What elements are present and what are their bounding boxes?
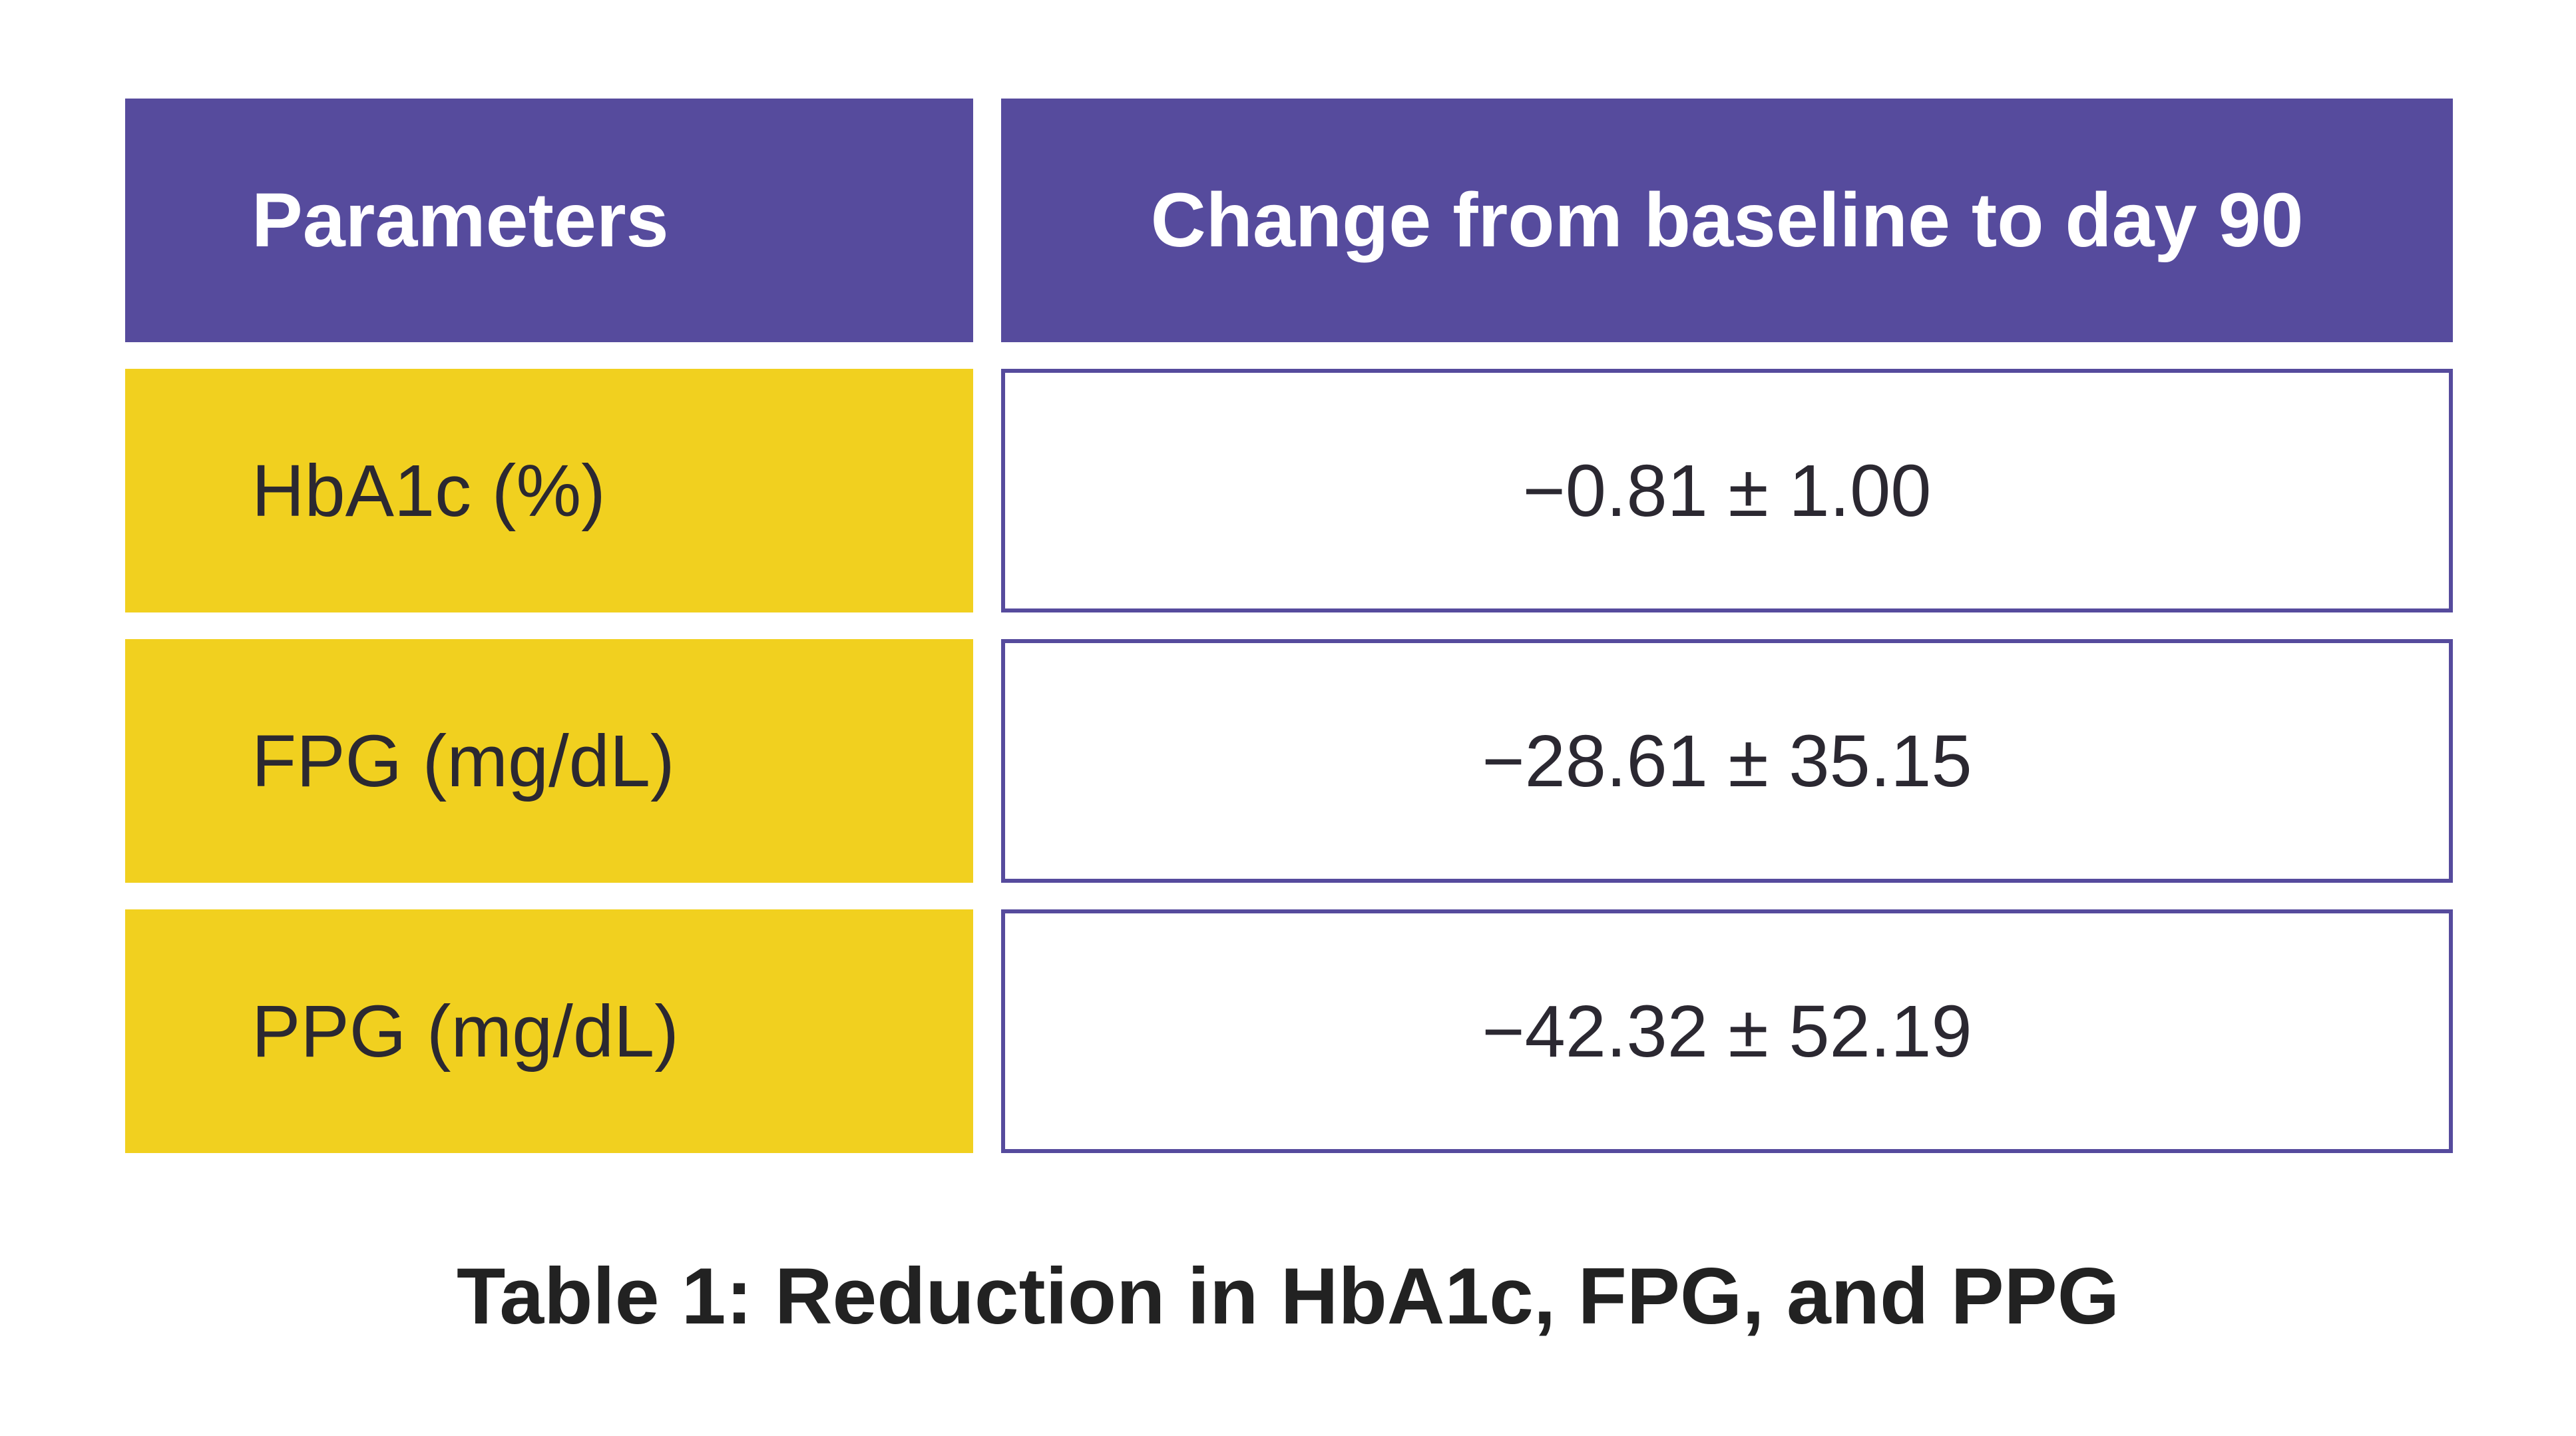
value-hba1c: −0.81 ± 1.00 xyxy=(1522,449,1932,532)
header-change-label: Change from baseline to day 90 xyxy=(1150,178,2304,263)
table-caption: Table 1: Reduction in HbA1c, FPG, and PP… xyxy=(456,1252,2120,1341)
value-ppg: −42.32 ± 52.19 xyxy=(1482,990,1972,1073)
value-cell-fpg: −28.61 ± 35.15 xyxy=(1001,639,2453,883)
value-fpg: −28.61 ± 35.15 xyxy=(1482,720,1972,802)
results-table: Parameters Change from baseline to day 9… xyxy=(125,99,2453,1153)
header-parameters-label: Parameters xyxy=(252,178,669,263)
header-cell-change: Change from baseline to day 90 xyxy=(1001,99,2453,342)
value-cell-ppg: −42.32 ± 52.19 xyxy=(1001,909,2453,1153)
param-cell-ppg: PPG (mg/dL) xyxy=(125,909,973,1153)
param-label-fpg: FPG (mg/dL) xyxy=(252,720,675,802)
param-label-ppg: PPG (mg/dL) xyxy=(252,990,679,1073)
param-cell-fpg: FPG (mg/dL) xyxy=(125,639,973,883)
header-cell-parameters: Parameters xyxy=(125,99,973,342)
param-label-hba1c: HbA1c (%) xyxy=(252,449,606,532)
value-cell-hba1c: −0.81 ± 1.00 xyxy=(1001,369,2453,612)
param-cell-hba1c: HbA1c (%) xyxy=(125,369,973,612)
